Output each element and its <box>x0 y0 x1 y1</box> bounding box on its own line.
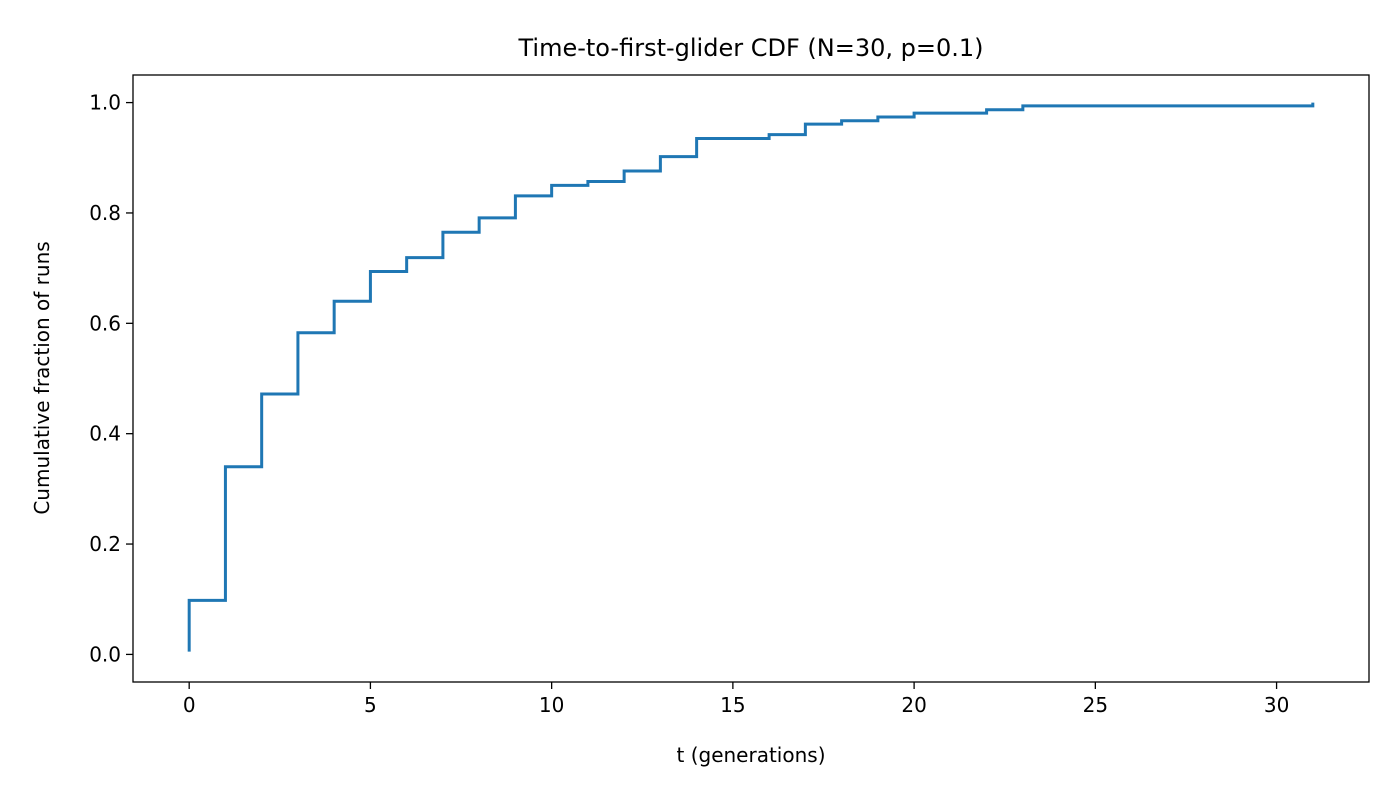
x-axis-label: t (generations) <box>677 743 826 767</box>
x-tick-label: 15 <box>720 693 745 717</box>
cdf-step-line <box>187 102 1315 652</box>
y-tick-label: 0.8 <box>89 201 121 225</box>
series-layer <box>187 102 1315 652</box>
x-tick-label: 30 <box>1264 693 1289 717</box>
axes: 0 5 10 15 20 25 30 0.0 0.2 0.4 0.6 0.8 1.0 <box>89 91 1289 717</box>
x-tick-label: 25 <box>1083 693 1108 717</box>
x-tick-label: 10 <box>539 693 564 717</box>
y-axis-label: Cumulative fraction of runs <box>30 241 54 514</box>
y-tick-label: 0.4 <box>89 422 121 446</box>
y-tick-label: 0.2 <box>89 532 121 556</box>
y-tick-label: 0.0 <box>89 642 121 666</box>
x-tick-label: 20 <box>901 693 926 717</box>
x-tick-label: 5 <box>364 693 377 717</box>
y-tick-label: 0.6 <box>89 311 121 335</box>
plot-frame <box>132 74 1370 683</box>
x-tick-label: 0 <box>183 693 196 717</box>
y-tick-label: 1.0 <box>89 91 121 115</box>
chart-title: Time-to-first-glider CDF (N=30, p=0.1) <box>518 34 984 62</box>
